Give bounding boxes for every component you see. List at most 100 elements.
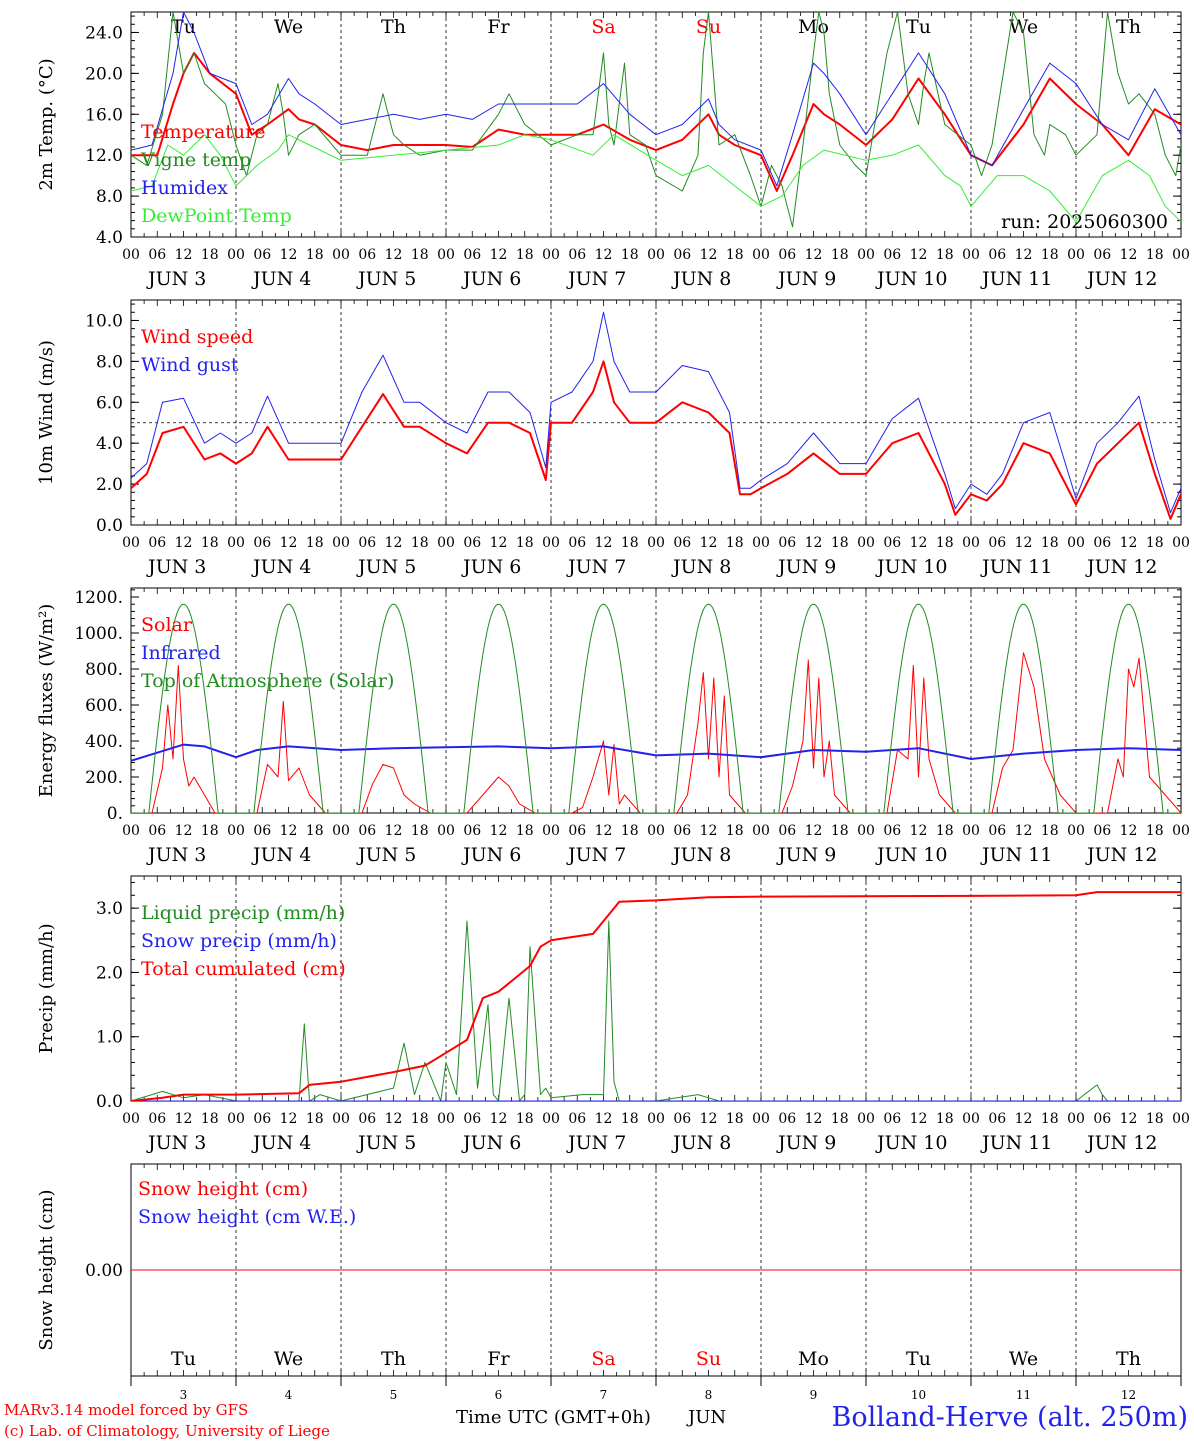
hour-label: 06 bbox=[463, 823, 481, 839]
x-axis-title: Time UTC (GMT+0h) bbox=[456, 1407, 651, 1428]
series-line-total-cumulated-cm bbox=[131, 891, 1181, 1101]
hour-label: 12 bbox=[595, 823, 613, 839]
hour-label: 12 bbox=[1120, 1111, 1138, 1127]
hour-label: 18 bbox=[306, 247, 324, 263]
y-axis-title: Precip (mm/h) bbox=[36, 923, 57, 1053]
hour-label: 12 bbox=[700, 823, 718, 839]
footer: MARv3.14 model forced by GFS (c) Lab. of … bbox=[4, 1401, 1188, 1440]
hour-label: 18 bbox=[621, 535, 639, 551]
hour-label: 18 bbox=[831, 247, 849, 263]
hour-label: 06 bbox=[148, 1111, 166, 1127]
hour-label: 12 bbox=[910, 1111, 928, 1127]
hour-label: 00 bbox=[962, 535, 980, 551]
hour-label: 06 bbox=[988, 823, 1006, 839]
hour-label: 00 bbox=[1172, 1111, 1190, 1127]
date-label: JUN 3 bbox=[146, 844, 206, 866]
hour-label: 18 bbox=[831, 823, 849, 839]
hour-label: 12 bbox=[700, 1111, 718, 1127]
y-tick-label: 16.0 bbox=[85, 105, 123, 125]
hour-label: 12 bbox=[1120, 535, 1138, 551]
y-tick-label: 4.0 bbox=[96, 434, 123, 454]
hour-label: 06 bbox=[673, 823, 691, 839]
y-tick-label: 24.0 bbox=[85, 23, 123, 43]
hour-label: 18 bbox=[201, 823, 219, 839]
weekday-label: Fr bbox=[487, 16, 510, 38]
series-line-wind-gust bbox=[131, 311, 1181, 514]
hour-label: 00 bbox=[1067, 535, 1085, 551]
hour-label: 12 bbox=[1120, 247, 1138, 263]
date-label: JUN 5 bbox=[356, 844, 416, 866]
hour-label: 00 bbox=[122, 535, 140, 551]
legend-entry: Wind gust bbox=[141, 354, 239, 376]
hour-label: 12 bbox=[700, 247, 718, 263]
weekday-label: Su bbox=[696, 1348, 721, 1370]
hour-label: 00 bbox=[1067, 247, 1085, 263]
y-tick-label: 2.0 bbox=[96, 963, 123, 983]
hour-label: 18 bbox=[621, 1111, 639, 1127]
hour-label: 00 bbox=[332, 823, 350, 839]
hour-label: 00 bbox=[962, 247, 980, 263]
y-axis-title: Energy fluxes (W/m²) bbox=[36, 604, 57, 798]
date-label: JUN 7 bbox=[566, 1132, 626, 1154]
hour-label: 00 bbox=[647, 535, 665, 551]
hour-label: 00 bbox=[542, 247, 560, 263]
hour-label: 06 bbox=[148, 535, 166, 551]
hour-label: 18 bbox=[516, 535, 534, 551]
hour-label: 18 bbox=[201, 247, 219, 263]
hour-label: 00 bbox=[122, 1111, 140, 1127]
hour-label: 00 bbox=[857, 247, 875, 263]
hour-label: 00 bbox=[962, 823, 980, 839]
hour-label: 12 bbox=[490, 247, 508, 263]
date-label: JUN 11 bbox=[980, 556, 1052, 578]
day-number-label: 7 bbox=[600, 1388, 608, 1402]
day-number-label: 5 bbox=[390, 1388, 398, 1402]
hour-label: 06 bbox=[463, 535, 481, 551]
hour-label: 06 bbox=[568, 823, 586, 839]
y-tick-label: 600. bbox=[85, 696, 123, 716]
hour-label: 00 bbox=[1172, 247, 1190, 263]
hour-label: 06 bbox=[148, 247, 166, 263]
hour-label: 12 bbox=[385, 1111, 403, 1127]
data-layer bbox=[131, 603, 1181, 813]
series-line-dewpoint-temp bbox=[131, 134, 1181, 223]
hour-label: 12 bbox=[385, 823, 403, 839]
hour-label: 12 bbox=[490, 1111, 508, 1127]
date-label: JUN 4 bbox=[251, 556, 311, 578]
hour-label: 18 bbox=[516, 823, 534, 839]
day-number-label: 9 bbox=[810, 1388, 818, 1402]
date-label: JUN 8 bbox=[671, 268, 731, 290]
hour-label: 00 bbox=[122, 823, 140, 839]
hour-label: 06 bbox=[253, 1111, 271, 1127]
date-label: JUN 12 bbox=[1085, 1132, 1157, 1154]
day-number-label: 6 bbox=[495, 1388, 503, 1402]
hour-label: 18 bbox=[411, 535, 429, 551]
hour-label: 06 bbox=[1093, 247, 1111, 263]
date-label: JUN 6 bbox=[461, 268, 521, 290]
hour-label: 12 bbox=[805, 1111, 823, 1127]
weekday-label: We bbox=[1009, 16, 1038, 38]
hour-label: 12 bbox=[280, 535, 298, 551]
hour-label: 18 bbox=[936, 247, 954, 263]
hour-label: 06 bbox=[988, 535, 1006, 551]
date-label: JUN 9 bbox=[776, 556, 836, 578]
date-label: JUN 5 bbox=[356, 1132, 416, 1154]
hour-label: 12 bbox=[280, 823, 298, 839]
panel-precip: 0.0 1.0 2.0 3.0 Precip (mm/h) 00 06 12 18 00 06 12 1… bbox=[36, 875, 1190, 1154]
hour-label: 00 bbox=[857, 535, 875, 551]
hour-label: 00 bbox=[542, 1111, 560, 1127]
hour-label: 06 bbox=[463, 1111, 481, 1127]
data-layer bbox=[131, 12, 1181, 228]
hour-label: 12 bbox=[175, 535, 193, 551]
hour-label: 06 bbox=[883, 823, 901, 839]
hour-label: 06 bbox=[988, 1111, 1006, 1127]
series-line-solar bbox=[131, 652, 1181, 813]
y-tick-label: 200. bbox=[85, 768, 123, 788]
hour-label: 12 bbox=[595, 535, 613, 551]
legend-entry: Solar bbox=[141, 614, 193, 636]
hour-label: 00 bbox=[332, 1111, 350, 1127]
y-tick-label: 3.0 bbox=[96, 899, 123, 919]
hour-label: 18 bbox=[726, 535, 744, 551]
date-label: JUN 5 bbox=[356, 556, 416, 578]
date-label: JUN 8 bbox=[671, 556, 731, 578]
hour-label: 18 bbox=[621, 823, 639, 839]
